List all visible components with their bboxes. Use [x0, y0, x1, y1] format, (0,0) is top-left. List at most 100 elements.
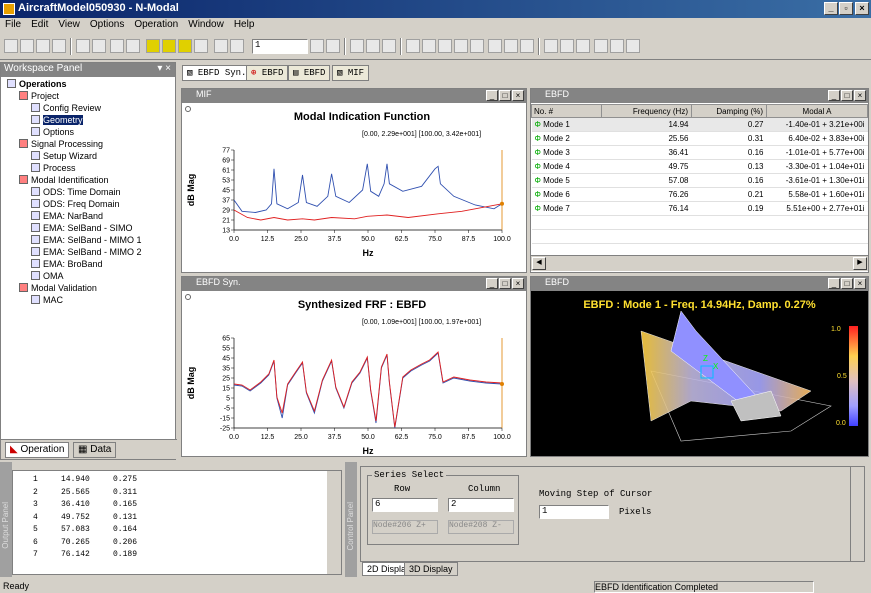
- tree-item[interactable]: EMA: SelBand - MIMO 2: [31, 247, 142, 257]
- tab-ebfd-syn[interactable]: ▧ EBFD Syn.: [182, 65, 252, 81]
- col-frequency[interactable]: Frequency (Hz): [601, 104, 692, 118]
- table-row[interactable]: Φ Mode 2 25.56 0.31 6.40e-02 + 3.83e+00i: [531, 131, 868, 146]
- open-icon[interactable]: [4, 39, 18, 53]
- zoom-reset-icon[interactable]: [470, 39, 484, 53]
- tree-item[interactable]: EMA: SelBand - MIMO 1: [31, 235, 142, 245]
- log-icon[interactable]: [560, 39, 574, 53]
- syn-maximize-button[interactable]: □: [499, 278, 511, 289]
- tab-data[interactable]: ▦ Data: [73, 442, 117, 458]
- tool-a-icon[interactable]: [350, 39, 364, 53]
- tree-item[interactable]: Signal Processing: [19, 139, 103, 149]
- export-icon[interactable]: [626, 39, 640, 53]
- maximize-button[interactable]: ▫: [839, 2, 853, 15]
- menu-edit[interactable]: Edit: [31, 19, 49, 30]
- control-vscrollbar[interactable]: [850, 467, 864, 561]
- layout-2-icon[interactable]: [162, 39, 176, 53]
- mode3d-close-button[interactable]: ×: [854, 278, 866, 289]
- tree-item[interactable]: EMA: BroBand: [31, 259, 103, 269]
- output-vscrollbar[interactable]: [327, 471, 341, 574]
- split-h-icon[interactable]: [214, 39, 228, 53]
- tree-item[interactable]: OMA: [31, 271, 64, 281]
- peak-3-icon[interactable]: [520, 39, 534, 53]
- tab-ebfd-1[interactable]: ⊕ EBFD: [246, 65, 289, 81]
- menu-options[interactable]: Options: [89, 19, 125, 30]
- save-all-icon[interactable]: [52, 39, 66, 53]
- tree-item[interactable]: EMA: SelBand - SIMO: [31, 223, 133, 233]
- menu-operation[interactable]: Operation: [134, 19, 179, 30]
- close-button[interactable]: ×: [855, 2, 869, 15]
- cursor-icon[interactable]: [406, 39, 420, 53]
- tree-item[interactable]: Geometry: [31, 115, 83, 125]
- col-modal-a[interactable]: Modal A: [766, 104, 868, 118]
- table-minimize-button[interactable]: _: [828, 90, 840, 101]
- table-icon[interactable]: [610, 39, 624, 53]
- mif-maximize-button[interactable]: □: [499, 90, 511, 101]
- tree-item[interactable]: ODS: Time Domain: [31, 187, 121, 197]
- syn-minimize-button[interactable]: _: [486, 278, 498, 289]
- table-row[interactable]: Φ Mode 4 49.75 0.13 -3.30e-01 + 1.04e+01i: [531, 159, 868, 174]
- mif-chart[interactable]: 77 69 61 53 45 37 29 21 130.0 12.5 25.0 37.5 50.0 62.…: [182, 103, 526, 272]
- print-preview-icon[interactable]: [110, 39, 124, 53]
- peak-2-icon[interactable]: [504, 39, 518, 53]
- tab-3d-display[interactable]: 3D Display: [404, 562, 458, 576]
- mode3d-minimize-button[interactable]: _: [828, 278, 840, 289]
- tree-item[interactable]: Modal Validation: [19, 283, 97, 293]
- arrow-up-icon[interactable]: [310, 39, 324, 53]
- zoom-out-icon[interactable]: [438, 39, 452, 53]
- table-close-button[interactable]: ×: [854, 90, 866, 101]
- axis-icon[interactable]: [544, 39, 558, 53]
- tree-item[interactable]: Setup Wizard: [31, 151, 97, 161]
- mif-close-button[interactable]: ×: [512, 90, 524, 101]
- channel-select[interactable]: 1: [252, 39, 308, 54]
- workspace-pin-icon[interactable]: ▾ ×: [157, 63, 171, 74]
- tab-mif[interactable]: ▧ MIF: [332, 65, 370, 81]
- col-no[interactable]: No. #: [531, 104, 602, 118]
- tab-operation[interactable]: ◣ Operation: [5, 442, 70, 458]
- output-list[interactable]: 1 14.940 0.275 2 25.565 0.311 3 36.410 0.165 4 49.…: [12, 470, 342, 575]
- minimize-button[interactable]: _: [824, 2, 838, 15]
- cursor-marker[interactable]: [500, 201, 504, 206]
- print-icon[interactable]: [126, 39, 140, 53]
- table-row[interactable]: Φ Mode 1 14.94 0.27 -1.40e-01 + 3.21e+00i: [531, 117, 868, 132]
- menu-view[interactable]: View: [58, 19, 80, 30]
- table-row[interactable]: Φ Mode 7 76.14 0.19 5.51e+00 + 2.77e+01i: [531, 201, 868, 216]
- menu-window[interactable]: Window: [188, 19, 224, 30]
- tree-item[interactable]: Config Review: [31, 103, 101, 113]
- tree-item[interactable]: ODS: Freq Domain: [31, 199, 120, 209]
- save-icon[interactable]: [20, 39, 34, 53]
- tab-ebfd-2[interactable]: ▤ EBFD: [288, 65, 331, 81]
- tree-item[interactable]: Operations: [7, 79, 67, 89]
- step-stepper[interactable]: 1: [539, 505, 609, 519]
- mode3d-maximize-button[interactable]: □: [841, 278, 853, 289]
- syn-chart[interactable]: 65 55 45 35 25 15 5 -5 -15 -250.0 12.5 25.0 37.5 50.0…: [182, 291, 526, 456]
- tool-b-icon[interactable]: [366, 39, 380, 53]
- layout-4-icon[interactable]: [194, 39, 208, 53]
- tree-item[interactable]: Process: [31, 163, 76, 173]
- syn-close-button[interactable]: ×: [512, 278, 524, 289]
- scroll-left-icon[interactable]: ◀: [532, 257, 546, 270]
- tree-item[interactable]: EMA: NarBand: [31, 211, 103, 221]
- zoom-fit-icon[interactable]: [454, 39, 468, 53]
- grid-icon[interactable]: [594, 39, 608, 53]
- tree-item[interactable]: Project: [19, 91, 59, 101]
- mif-minimize-button[interactable]: _: [486, 90, 498, 101]
- column-stepper[interactable]: 2: [448, 498, 514, 512]
- table-row[interactable]: Φ Mode 3 36.41 0.16 -1.01e-01 + 5.77e+00i: [531, 145, 868, 160]
- tree-item[interactable]: Modal Identification: [19, 175, 109, 185]
- layout-3-icon[interactable]: [178, 39, 192, 53]
- cursor-marker[interactable]: [500, 382, 504, 386]
- tree-item[interactable]: MAC: [31, 295, 63, 305]
- tool-c-icon[interactable]: [382, 39, 396, 53]
- zoom-in-icon[interactable]: [422, 39, 436, 53]
- tree-item[interactable]: Options: [31, 127, 74, 137]
- split-v-icon[interactable]: [230, 39, 244, 53]
- table-row[interactable]: Φ Mode 6 76.26 0.21 5.58e-01 + 1.60e+01i: [531, 187, 868, 202]
- layout-1-icon[interactable]: [146, 39, 160, 53]
- paste-icon[interactable]: [92, 39, 106, 53]
- open-folder-icon[interactable]: [36, 39, 50, 53]
- mode-shape-view[interactable]: Z X 1.0 0.5 0.0: [531, 291, 868, 456]
- copy-icon[interactable]: [76, 39, 90, 53]
- menu-file[interactable]: File: [5, 19, 22, 30]
- scroll-right-icon[interactable]: ▶: [853, 257, 867, 270]
- table-maximize-button[interactable]: □: [841, 90, 853, 101]
